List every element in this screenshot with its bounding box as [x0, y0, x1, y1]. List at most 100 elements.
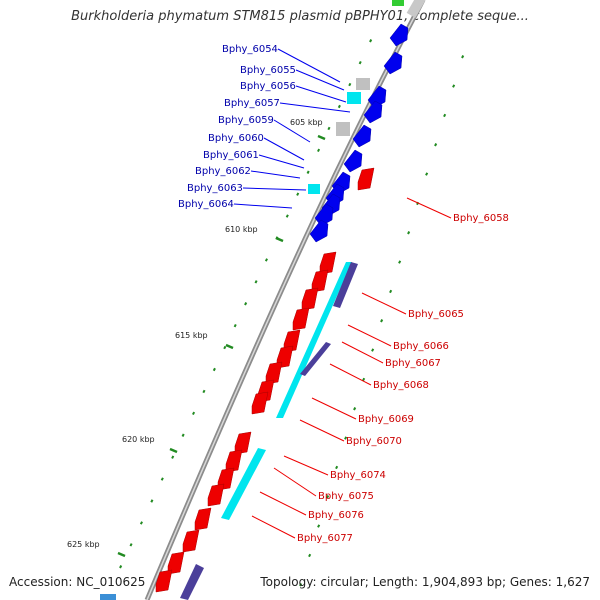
- label-leader-line: [361, 292, 407, 315]
- label-leader-line: [283, 455, 329, 476]
- inner-tick-dot: [317, 148, 321, 153]
- label-leader-line: [329, 363, 372, 386]
- forward-gene: [352, 124, 372, 148]
- label-leader-line: [263, 137, 305, 161]
- pseudo-gene: [356, 78, 370, 90]
- forward-gene: [389, 23, 409, 47]
- operon-bar: [180, 564, 204, 600]
- label-leader-line: [311, 397, 357, 420]
- forward-gene-label: Bphy_6057: [224, 98, 280, 109]
- label-leader-line: [295, 85, 347, 103]
- forward-gene-label: Bphy_6060: [208, 133, 264, 144]
- inner-tick-dot: [233, 323, 237, 328]
- inner-tick-dot: [181, 433, 185, 437]
- reverse-gene-label: Bphy_6065: [408, 309, 464, 320]
- outer-tick-dot: [335, 465, 339, 470]
- reverse-gene-label: Bphy_6076: [308, 510, 364, 521]
- inner-tick-dot: [285, 214, 289, 218]
- label-leader-line: [273, 467, 317, 497]
- reverse-gene: [357, 167, 375, 191]
- inner-tick-dot: [129, 543, 133, 547]
- reverse-gene: [292, 307, 310, 331]
- outer-tick-dot: [353, 407, 357, 411]
- forward-gene: [309, 219, 329, 243]
- tick-label: 620 kbp: [122, 435, 155, 444]
- label-leader-line: [299, 419, 345, 442]
- label-leader-line: [258, 154, 305, 169]
- accession-text: Accession: NC_010625: [9, 575, 146, 589]
- inner-tick-dot: [264, 258, 268, 262]
- reverse-gene: [251, 391, 269, 415]
- forward-gene: [343, 149, 363, 173]
- inner-tick-dot: [348, 82, 352, 87]
- forward-gene-label: Bphy_6061: [203, 150, 259, 161]
- topology-text: Topology: circular; Length: 1,904,893 bp…: [260, 575, 590, 589]
- outer-tick-dot: [308, 553, 312, 558]
- forward-gene-label: Bphy_6059: [218, 115, 274, 126]
- reverse-gene: [207, 483, 225, 507]
- tick-label: 625 kbp: [67, 540, 100, 549]
- rrna-region: [276, 262, 352, 418]
- forward-gene-label: Bphy_6064: [178, 199, 234, 210]
- operon-bar: [300, 342, 331, 376]
- reverse-gene: [155, 569, 173, 593]
- inner-tick-dot: [212, 367, 216, 372]
- inner-tick-dot: [369, 39, 373, 43]
- outer-tick-dot: [344, 436, 348, 440]
- reverse-gene: [167, 551, 185, 575]
- inner-tick-dot: [306, 170, 310, 174]
- outer-tick-dot: [398, 260, 402, 264]
- operon-bar: [333, 262, 358, 308]
- inner-tick-dot: [202, 389, 206, 394]
- gene-block: [406, 0, 428, 18]
- inner-tick-dot: [192, 411, 196, 416]
- inner-tick-dot: [223, 345, 227, 350]
- inner-tick-dot: [150, 499, 154, 503]
- outer-tick-dot: [371, 348, 375, 352]
- reverse-gene-label: Bphy_6067: [385, 358, 441, 369]
- outer-tick-dot: [452, 84, 456, 88]
- inner-tick-dot: [119, 565, 123, 569]
- outer-tick-dot: [362, 377, 366, 382]
- major-tick: [317, 134, 326, 141]
- inner-tick-dot: [244, 302, 248, 306]
- reverse-gene-label: Bphy_6069: [358, 414, 414, 425]
- label-leader-line: [233, 203, 293, 209]
- reverse-gene-label: Bphy_6058: [453, 213, 509, 224]
- label-leader-line: [251, 515, 296, 539]
- outer-tick-dot: [389, 289, 393, 294]
- rrna-gene: [308, 184, 320, 194]
- reverse-gene-label: Bphy_6066: [393, 341, 449, 352]
- outer-tick-dot: [425, 172, 429, 176]
- reverse-gene: [194, 507, 212, 531]
- label-leader-line: [295, 69, 345, 91]
- inner-tick-dot: [358, 60, 362, 65]
- major-tick: [169, 447, 178, 454]
- pseudo-gene: [336, 122, 350, 136]
- outer-tick-dot: [434, 143, 438, 147]
- label-leader-line: [273, 119, 311, 143]
- major-tick: [117, 551, 126, 558]
- reverse-gene-label: Bphy_6074: [330, 470, 386, 481]
- tick-label: 605 kbp: [290, 118, 323, 127]
- reverse-gene-label: Bphy_6075: [318, 491, 374, 502]
- inner-tick-dot: [160, 477, 164, 481]
- inner-tick-dot: [337, 104, 341, 109]
- outer-tick-dot: [443, 113, 447, 118]
- label-leader-line: [259, 491, 307, 516]
- major-tick: [275, 236, 284, 243]
- label-leader-line: [242, 187, 307, 191]
- outer-tick-dot: [461, 55, 465, 59]
- label-leader-line: [341, 341, 384, 364]
- reverse-gene: [182, 529, 200, 553]
- reverse-gene: [311, 269, 329, 293]
- tick-label: 610 kbp: [225, 225, 258, 234]
- label-leader-line: [279, 102, 351, 113]
- reverse-gene-label: Bphy_6070: [346, 436, 402, 447]
- label-leader-line: [277, 48, 341, 83]
- inner-tick-dot: [171, 455, 175, 459]
- label-leader-line: [347, 324, 392, 347]
- tick-label: 615 kbp: [175, 331, 208, 340]
- inner-tick-dot: [254, 280, 258, 284]
